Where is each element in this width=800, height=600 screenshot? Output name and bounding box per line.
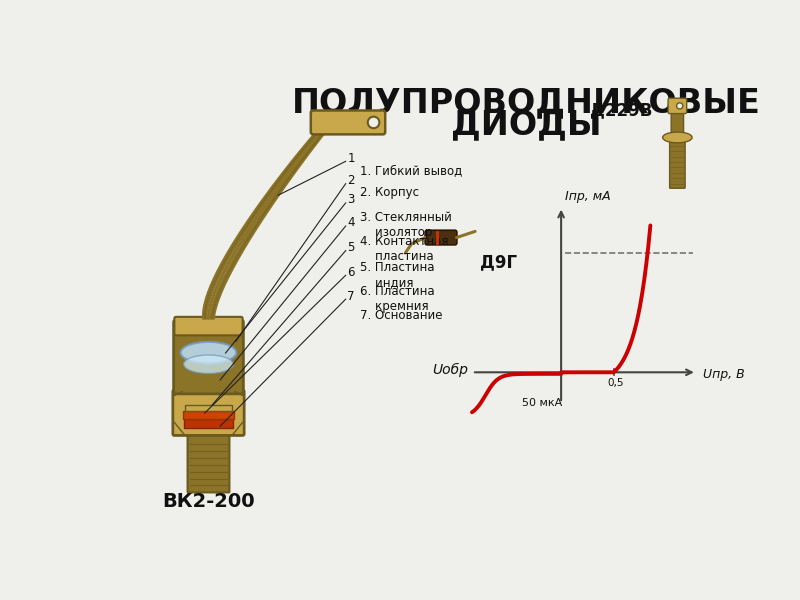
Ellipse shape — [662, 132, 692, 143]
Text: Iпр, мА: Iпр, мА — [565, 190, 610, 203]
Text: ДИОДЫ: ДИОДЫ — [451, 108, 602, 141]
Text: 2. Корпус: 2. Корпус — [360, 186, 418, 199]
Ellipse shape — [184, 355, 234, 373]
Circle shape — [368, 116, 379, 128]
Ellipse shape — [181, 342, 237, 364]
Text: 4: 4 — [347, 217, 354, 229]
FancyBboxPatch shape — [186, 404, 232, 411]
Text: 3. Стеклянный
    изолятор: 3. Стеклянный изолятор — [360, 211, 451, 239]
FancyBboxPatch shape — [174, 317, 242, 335]
Text: ПОЛУПРОВОДНИКОВЫЕ: ПОЛУПРОВОДНИКОВЫЕ — [292, 86, 761, 119]
Text: Д229В: Д229В — [590, 101, 652, 119]
FancyBboxPatch shape — [310, 110, 386, 134]
Text: 6. Пластина
    кремния: 6. Пластина кремния — [360, 285, 434, 313]
FancyBboxPatch shape — [183, 411, 234, 419]
Text: 6: 6 — [347, 266, 354, 278]
Text: ВК2-200: ВК2-200 — [162, 492, 255, 511]
FancyBboxPatch shape — [187, 433, 230, 493]
Text: 5: 5 — [347, 241, 354, 254]
Text: Д9Г: Д9Г — [480, 253, 517, 271]
Text: 1: 1 — [347, 152, 354, 165]
Text: 7: 7 — [347, 290, 354, 302]
Text: 3: 3 — [347, 193, 354, 206]
Text: 4. Контактная
    пластина: 4. Контактная пластина — [360, 235, 448, 263]
Text: Uпр, В: Uпр, В — [703, 368, 745, 381]
Text: 5. Пластина
    индия: 5. Пластина индия — [360, 260, 434, 289]
Text: 50 мкА: 50 мкА — [522, 398, 562, 409]
Circle shape — [677, 103, 683, 109]
FancyBboxPatch shape — [184, 419, 234, 428]
FancyBboxPatch shape — [174, 320, 243, 394]
Text: 2: 2 — [347, 174, 354, 187]
Text: Uобр: Uобр — [432, 363, 468, 377]
FancyBboxPatch shape — [668, 98, 686, 113]
FancyBboxPatch shape — [173, 390, 244, 436]
FancyBboxPatch shape — [425, 230, 457, 245]
FancyBboxPatch shape — [671, 111, 683, 139]
Text: 0,5: 0,5 — [607, 377, 624, 388]
Text: 1. Гибкий вывод: 1. Гибкий вывод — [360, 164, 462, 178]
FancyBboxPatch shape — [670, 140, 685, 188]
Text: 7. Основание: 7. Основание — [360, 309, 442, 322]
